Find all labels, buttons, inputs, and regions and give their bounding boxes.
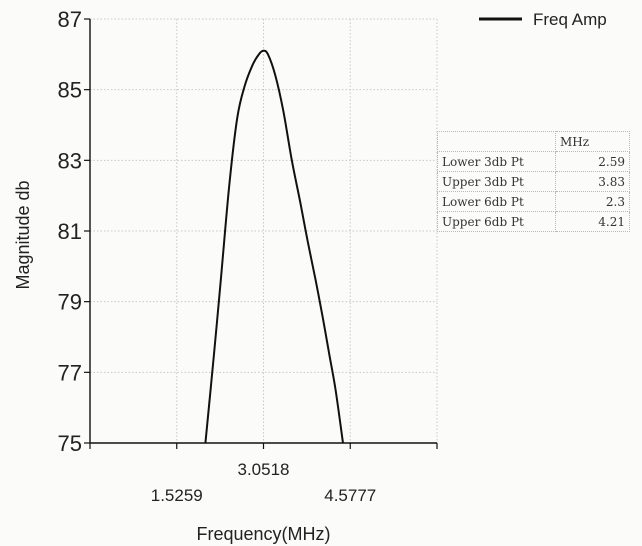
grid bbox=[90, 18, 438, 443]
table-header-blank bbox=[437, 131, 556, 152]
x-tick-label: 3.0518 bbox=[238, 460, 290, 479]
y-tick-label: 87 bbox=[58, 7, 82, 32]
series-line bbox=[204, 49, 344, 444]
table-cell-value: 2.59 bbox=[555, 151, 630, 172]
table-row: Lower 3db Pt 2.59 bbox=[437, 151, 630, 172]
x-axis-title: Frequency(MHz) bbox=[196, 524, 330, 544]
table-cell-label: Upper 6db Pt bbox=[437, 211, 556, 232]
y-tick-label: 79 bbox=[58, 290, 82, 315]
y-tick-label: 77 bbox=[58, 360, 82, 385]
y-tick-label: 81 bbox=[58, 219, 82, 244]
x-tick-label: 4.5777 bbox=[324, 486, 376, 505]
table-cell-label: Upper 3db Pt bbox=[437, 171, 556, 192]
y-tick-label: 83 bbox=[58, 148, 82, 173]
table-row: Lower 6db Pt 2.3 bbox=[437, 191, 630, 212]
cutoff-points-table: MHz Lower 3db Pt 2.59 Upper 3db Pt 3.83 … bbox=[437, 131, 630, 232]
legend-label: Freq Amp bbox=[533, 10, 607, 29]
table-row: Upper 3db Pt 3.83 bbox=[437, 171, 630, 192]
table-cell-value: 4.21 bbox=[555, 211, 630, 232]
y-tick-label: 85 bbox=[58, 78, 82, 103]
table-row: Upper 6db Pt 4.21 bbox=[437, 211, 630, 232]
x-tick-label: 1.5259 bbox=[151, 486, 203, 505]
axes bbox=[84, 18, 438, 449]
table-header-unit: MHz bbox=[555, 131, 630, 152]
table-header-row: MHz bbox=[437, 131, 630, 152]
table-cell-value: 2.3 bbox=[555, 191, 630, 212]
table-cell-value: 3.83 bbox=[555, 171, 630, 192]
tick-labels: 75 77 79 81 83 85 87 1.5259 3.0518 4.5777 bbox=[58, 7, 377, 505]
y-axis-title: Magnitude db bbox=[13, 180, 33, 289]
legend: Freq Amp bbox=[479, 10, 607, 29]
table-cell-label: Lower 3db Pt bbox=[437, 151, 556, 172]
table-cell-label: Lower 6db Pt bbox=[437, 191, 556, 212]
series-layer bbox=[204, 49, 344, 444]
y-tick-label: 75 bbox=[58, 431, 82, 456]
